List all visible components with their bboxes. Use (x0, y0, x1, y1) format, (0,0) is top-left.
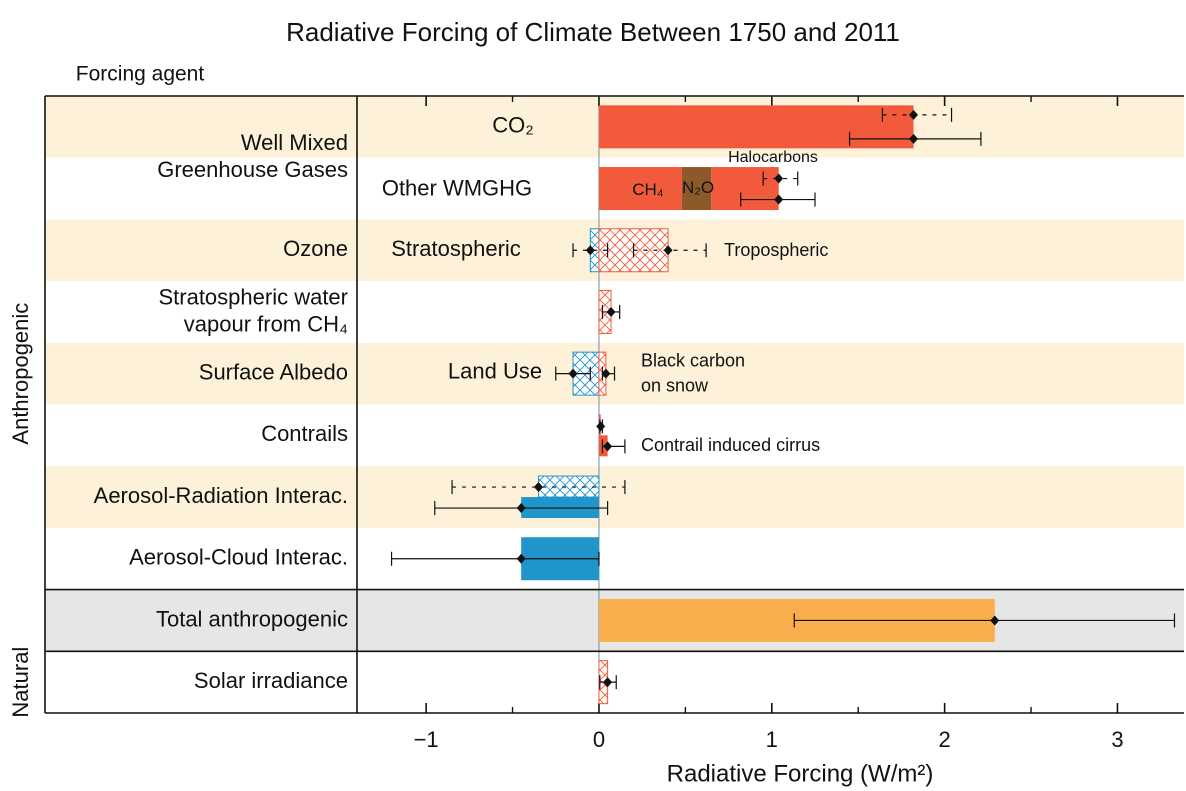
row-label: Ozone (283, 236, 348, 261)
row-label: Surface Albedo (199, 359, 348, 384)
center-marker (909, 109, 919, 120)
center-marker (568, 368, 578, 379)
bar (598, 167, 682, 211)
track-label: Stratospheric (391, 236, 521, 261)
row-label: Total anthropogenic (156, 606, 348, 631)
center-marker (774, 194, 784, 205)
bar-label: Contrail induced cirrus (641, 435, 820, 455)
track-label: Land Use (448, 358, 542, 383)
row-label: Greenhouse Gases (157, 157, 348, 182)
center-marker (533, 482, 543, 493)
bar-label: Tropospheric (724, 240, 828, 260)
bar-label: N₂O (682, 178, 714, 197)
x-tick-label: 0 (593, 727, 605, 752)
group-label: Anthropogenic (8, 303, 33, 445)
bar-label: Black carbon on snow (641, 350, 745, 395)
center-marker (596, 421, 606, 432)
center-marker (585, 245, 595, 256)
group-label: Natural (8, 647, 33, 718)
bar (681, 167, 712, 211)
track-label: Other WMGHG (382, 175, 532, 200)
center-marker (909, 133, 919, 144)
row-label: Aerosol-Radiation Interac. (94, 483, 348, 508)
x-tick-label: 2 (939, 727, 951, 752)
row-label: Stratospheric water (158, 284, 348, 309)
center-marker (606, 306, 616, 317)
row-label: vapour from CH₄ (184, 311, 348, 336)
row-band (45, 466, 1184, 528)
center-marker (516, 553, 526, 564)
bar (711, 167, 779, 211)
center-marker (601, 368, 611, 379)
x-axis-label: Radiative Forcing (W/m²) (667, 760, 934, 787)
row-label: Solar irradiance (194, 668, 348, 693)
bar (537, 475, 600, 498)
x-tick-label: 1 (766, 727, 778, 752)
row-label: Aerosol-Cloud Interac. (129, 545, 348, 570)
category-header: Forcing agent (76, 63, 205, 86)
center-marker (774, 173, 784, 184)
center-marker (603, 441, 613, 452)
bar-label: Halocarbons (728, 149, 818, 166)
bar (598, 105, 914, 149)
center-marker (603, 677, 613, 688)
bar-label: CH₄ (632, 180, 664, 199)
x-tick-label: −1 (414, 727, 439, 752)
chart-title: Radiative Forcing of Climate Between 175… (286, 17, 900, 47)
center-marker (663, 245, 673, 256)
row-label: Well Mixed (241, 130, 348, 155)
x-tick-label: 3 (1111, 727, 1123, 752)
center-marker (990, 615, 1000, 626)
row-label: Contrails (261, 421, 348, 446)
track-label: CO₂ (492, 113, 534, 138)
center-marker (516, 503, 526, 514)
